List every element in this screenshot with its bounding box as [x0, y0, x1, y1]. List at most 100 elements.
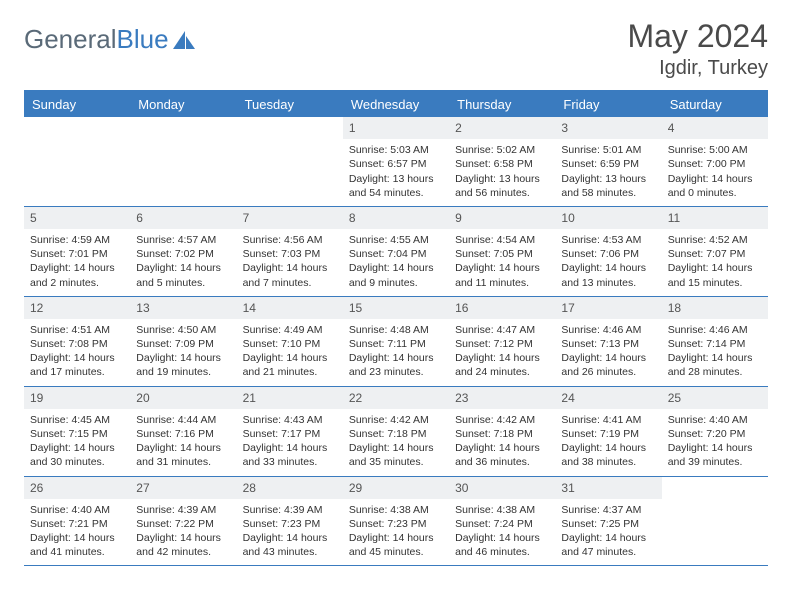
day-number: 28 [237, 477, 343, 499]
sunrise-line: Sunrise: 4:59 AM [30, 233, 124, 247]
sunset-line: Sunset: 7:03 PM [243, 247, 337, 261]
daylight-label: Daylight: [349, 262, 393, 274]
sunrise-line: Sunrise: 5:01 AM [561, 143, 655, 157]
day-body: Sunrise: 4:46 AMSunset: 7:14 PMDaylight:… [662, 319, 768, 386]
sunrise-value: 5:03 AM [390, 144, 429, 156]
sunset-label: Sunset: [136, 248, 175, 260]
day-cell: 10Sunrise: 4:53 AMSunset: 7:06 PMDayligh… [555, 207, 661, 296]
sunrise-line: Sunrise: 5:00 AM [668, 143, 762, 157]
day-header: Saturday [662, 92, 768, 117]
day-body: Sunrise: 4:49 AMSunset: 7:10 PMDaylight:… [237, 319, 343, 386]
day-body: Sunrise: 4:54 AMSunset: 7:05 PMDaylight:… [449, 229, 555, 296]
daylight-label: Daylight: [561, 442, 605, 454]
sunrise-label: Sunrise: [455, 324, 496, 336]
sunset-line: Sunset: 6:57 PM [349, 157, 443, 171]
brand-logo: GeneralBlue [24, 24, 197, 55]
daylight-line: Daylight: 14 hours and 39 minutes. [668, 441, 762, 469]
daylight-label: Daylight: [243, 352, 287, 364]
day-number [130, 117, 236, 139]
day-cell: 13Sunrise: 4:50 AMSunset: 7:09 PMDayligh… [130, 297, 236, 386]
sunrise-line: Sunrise: 4:44 AM [136, 413, 230, 427]
empty-cell [130, 117, 236, 206]
day-body: Sunrise: 5:00 AMSunset: 7:00 PMDaylight:… [662, 139, 768, 206]
day-cell: 4Sunrise: 5:00 AMSunset: 7:00 PMDaylight… [662, 117, 768, 206]
sunset-label: Sunset: [136, 338, 175, 350]
sunrise-line: Sunrise: 4:38 AM [455, 503, 549, 517]
sunrise-line: Sunrise: 4:42 AM [455, 413, 549, 427]
sunset-label: Sunset: [349, 428, 388, 440]
day-cell: 5Sunrise: 4:59 AMSunset: 7:01 PMDaylight… [24, 207, 130, 296]
sunset-label: Sunset: [455, 158, 494, 170]
sunrise-value: 4:46 AM [603, 324, 642, 336]
brand-sail-icon [171, 29, 197, 51]
daylight-line: Daylight: 14 hours and 23 minutes. [349, 351, 443, 379]
day-cell: 14Sunrise: 4:49 AMSunset: 7:10 PMDayligh… [237, 297, 343, 386]
sunset-value: 7:11 PM [387, 338, 425, 350]
daylight-line: Daylight: 14 hours and 7 minutes. [243, 261, 337, 289]
sunrise-value: 4:57 AM [178, 234, 217, 246]
daylight-label: Daylight: [243, 262, 287, 274]
day-number: 6 [130, 207, 236, 229]
sunset-line: Sunset: 6:58 PM [455, 157, 549, 171]
day-body: Sunrise: 4:52 AMSunset: 7:07 PMDaylight:… [662, 229, 768, 296]
sunrise-label: Sunrise: [561, 324, 602, 336]
sunset-value: 6:57 PM [387, 158, 426, 170]
sunrise-value: 4:54 AM [497, 234, 536, 246]
daylight-line: Daylight: 14 hours and 15 minutes. [668, 261, 762, 289]
sunset-value: 7:08 PM [69, 338, 108, 350]
day-number [662, 477, 768, 499]
sunset-value: 7:12 PM [494, 338, 533, 350]
sunrise-value: 5:02 AM [497, 144, 536, 156]
sunrise-label: Sunrise: [561, 504, 602, 516]
day-cell: 11Sunrise: 4:52 AMSunset: 7:07 PMDayligh… [662, 207, 768, 296]
sunrise-value: 4:39 AM [284, 504, 323, 516]
day-number: 31 [555, 477, 661, 499]
day-body: Sunrise: 4:41 AMSunset: 7:19 PMDaylight:… [555, 409, 661, 476]
daylight-line: Daylight: 14 hours and 26 minutes. [561, 351, 655, 379]
calendar: SundayMondayTuesdayWednesdayThursdayFrid… [24, 90, 768, 566]
sunset-line: Sunset: 7:20 PM [668, 427, 762, 441]
day-cell: 18Sunrise: 4:46 AMSunset: 7:14 PMDayligh… [662, 297, 768, 386]
day-cell: 16Sunrise: 4:47 AMSunset: 7:12 PMDayligh… [449, 297, 555, 386]
sunrise-label: Sunrise: [349, 414, 390, 426]
daylight-line: Daylight: 14 hours and 43 minutes. [243, 531, 337, 559]
sunset-value: 7:19 PM [600, 428, 639, 440]
sunset-label: Sunset: [243, 518, 282, 530]
sunset-line: Sunset: 7:25 PM [561, 517, 655, 531]
week-row: 12Sunrise: 4:51 AMSunset: 7:08 PMDayligh… [24, 297, 768, 387]
sunrise-value: 4:41 AM [603, 414, 642, 426]
sunrise-value: 4:44 AM [178, 414, 217, 426]
sunrise-label: Sunrise: [136, 234, 177, 246]
daylight-line: Daylight: 14 hours and 19 minutes. [136, 351, 230, 379]
sunset-value: 7:00 PM [706, 158, 745, 170]
daylight-label: Daylight: [455, 442, 499, 454]
sunset-line: Sunset: 7:21 PM [30, 517, 124, 531]
sunrise-line: Sunrise: 4:47 AM [455, 323, 549, 337]
day-number: 22 [343, 387, 449, 409]
daylight-line: Daylight: 14 hours and 28 minutes. [668, 351, 762, 379]
sunrise-line: Sunrise: 4:46 AM [668, 323, 762, 337]
sunrise-line: Sunrise: 4:54 AM [455, 233, 549, 247]
day-header: Tuesday [237, 92, 343, 117]
daylight-line: Daylight: 13 hours and 54 minutes. [349, 172, 443, 200]
sunrise-value: 5:00 AM [709, 144, 748, 156]
daylight-label: Daylight: [455, 262, 499, 274]
sunrise-line: Sunrise: 4:50 AM [136, 323, 230, 337]
sunrise-line: Sunrise: 4:51 AM [30, 323, 124, 337]
sunset-label: Sunset: [243, 338, 282, 350]
sunrise-value: 4:52 AM [709, 234, 748, 246]
daylight-line: Daylight: 14 hours and 31 minutes. [136, 441, 230, 469]
sunrise-value: 4:50 AM [178, 324, 217, 336]
day-header: Monday [130, 92, 236, 117]
sunset-value: 7:05 PM [494, 248, 533, 260]
day-cell: 28Sunrise: 4:39 AMSunset: 7:23 PMDayligh… [237, 477, 343, 566]
daylight-label: Daylight: [349, 352, 393, 364]
daylight-line: Daylight: 14 hours and 42 minutes. [136, 531, 230, 559]
day-cell: 30Sunrise: 4:38 AMSunset: 7:24 PMDayligh… [449, 477, 555, 566]
day-number: 13 [130, 297, 236, 319]
sunset-line: Sunset: 7:05 PM [455, 247, 549, 261]
weeks-container: 1Sunrise: 5:03 AMSunset: 6:57 PMDaylight… [24, 117, 768, 566]
day-number: 15 [343, 297, 449, 319]
sunset-label: Sunset: [30, 428, 69, 440]
topbar: GeneralBlue May 2024 Igdir, Turkey [24, 18, 768, 80]
